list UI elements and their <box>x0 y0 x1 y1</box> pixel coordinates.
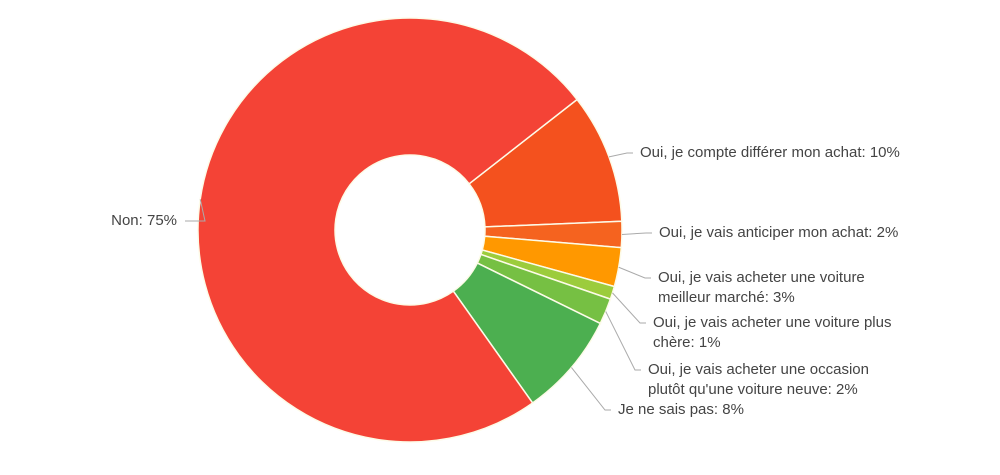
leader-line-6 <box>185 199 206 222</box>
slice-6[interactable] <box>197 17 579 443</box>
leader-line-2 <box>618 266 651 279</box>
slice-label-line: plutôt qu'une voiture neuve: 2% <box>648 381 858 398</box>
slice-label-line: Oui, je compte différer mon achat: 10% <box>640 144 900 161</box>
slice-label-line: Oui, je vais acheter une voiture plus <box>653 314 892 331</box>
slice-label-0: Oui, je compte différer mon achat: 10% <box>640 143 900 163</box>
slice-label-line: Non: 75% <box>111 212 177 229</box>
leader-line-0 <box>608 152 633 158</box>
leader-line-3 <box>612 292 646 324</box>
leader-line-4 <box>605 311 641 371</box>
slice-label-4: Oui, je vais acheter une occasion plutôt … <box>648 360 869 400</box>
slice-label-6: Non: 75% <box>111 211 177 231</box>
slice-label-5: Je ne sais pas: 8% <box>618 400 744 420</box>
leader-line-1 <box>621 232 652 235</box>
slice-label-line: Oui, je vais acheter une occasion <box>648 361 869 378</box>
slice-label-line: Oui, je vais acheter une voiture <box>658 269 865 286</box>
slice-label-2: Oui, je vais acheter une voiture meilleur… <box>658 268 865 308</box>
slice-label-line: Oui, je vais anticiper mon achat: 2% <box>659 224 899 241</box>
slice-label-line: meilleur marché: 3% <box>658 289 795 306</box>
slice-label-line: chère: 1% <box>653 334 721 351</box>
slice-label-line: Je ne sais pas: 8% <box>618 401 744 418</box>
leader-line-5 <box>571 367 611 411</box>
slice-label-1: Oui, je vais anticiper mon achat: 2% <box>659 223 898 243</box>
slice-label-3: Oui, je vais acheter une voiture plus chè… <box>653 313 891 353</box>
